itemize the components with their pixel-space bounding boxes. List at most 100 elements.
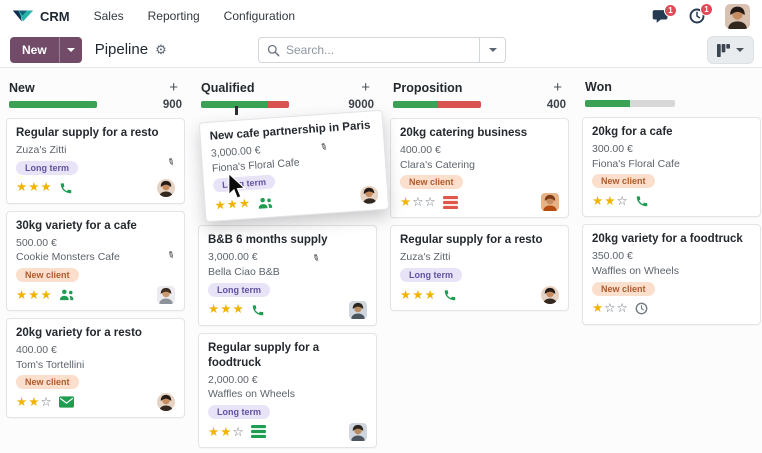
priority-star[interactable]: ★ xyxy=(214,197,227,213)
progress-segment[interactable] xyxy=(585,100,630,107)
phone-icon[interactable] xyxy=(443,288,457,302)
card-title: Regular supply for a resto xyxy=(400,234,543,247)
salesperson-avatar xyxy=(349,422,367,441)
kanban-card[interactable]: Regular supply for a resto Zuza's Zitti Lo… xyxy=(6,118,185,204)
column-progressbar[interactable] xyxy=(393,101,481,108)
card-partner-name: Bella Ciao B&B xyxy=(208,265,280,278)
clock-icon[interactable] xyxy=(635,302,648,315)
card-tags: Long term xyxy=(208,280,367,298)
bars-red-icon[interactable] xyxy=(442,195,458,209)
priority-star[interactable]: ★ xyxy=(400,287,412,302)
column-progressbar[interactable] xyxy=(201,101,289,108)
priority-star[interactable]: ★ xyxy=(28,287,40,302)
priority-star[interactable]: ★ xyxy=(400,195,412,210)
page-title: Pipeline xyxy=(94,41,149,58)
crm-app-logo-icon xyxy=(12,8,34,24)
group-icon[interactable] xyxy=(257,195,274,209)
card-footer: ★ ☆ ☆ xyxy=(592,300,751,318)
nav-menu-reporting[interactable]: Reporting xyxy=(147,9,200,23)
kanban-card[interactable]: Regular supply for a foodtruck 2,000.00 €… xyxy=(198,332,377,448)
priority-star[interactable]: ★ xyxy=(220,302,232,317)
progress-segment[interactable] xyxy=(267,101,289,108)
priority-star[interactable]: ★ xyxy=(592,194,604,209)
priority-star[interactable]: ★ xyxy=(592,301,604,316)
priority-star[interactable]: ★ xyxy=(226,197,239,212)
add-record-button[interactable]: + xyxy=(169,79,178,96)
card-expected-revenue: 3,000.00 € xyxy=(208,251,258,264)
search-filters-dropdown[interactable] xyxy=(479,38,505,62)
priority-star[interactable]: ★ xyxy=(238,196,251,211)
card-expected-revenue: 400.00 € xyxy=(16,343,57,356)
user-avatar[interactable] xyxy=(725,3,750,29)
nav-menu-configuration[interactable]: Configuration xyxy=(223,9,296,23)
phone-icon[interactable] xyxy=(251,303,265,317)
progress-segment[interactable] xyxy=(9,101,97,108)
priority-star[interactable]: ★ xyxy=(208,424,220,439)
column-title: Proposition xyxy=(393,80,463,95)
envelope-icon[interactable] xyxy=(58,396,74,408)
kanban-card[interactable]: 30kg variety for a cafe 500.00 € Cookie Mo… xyxy=(6,210,185,311)
priority-star[interactable]: ★ xyxy=(40,180,52,195)
progress-segment[interactable] xyxy=(630,100,675,107)
progress-segment[interactable] xyxy=(393,101,437,108)
priority-star[interactable]: ★ xyxy=(220,424,232,439)
card-title: B&B 6 months supply xyxy=(208,234,328,247)
kanban-card[interactable]: Regular supply for a resto Zuza's Zitti Lo… xyxy=(390,225,569,311)
priority-star[interactable]: ☆ xyxy=(40,395,52,409)
search-input[interactable] xyxy=(286,43,479,57)
column-title: Won xyxy=(585,80,612,94)
add-record-button[interactable]: + xyxy=(553,79,562,96)
card-title: 20kg for a cafe xyxy=(592,126,673,138)
card-footer: ★ ★ ☆ xyxy=(592,192,751,210)
progress-segment[interactable] xyxy=(201,101,267,108)
kanban-card[interactable]: 20kg variety for a resto 400.00 € Tom's To… xyxy=(6,317,185,419)
card-tag: New client xyxy=(592,174,655,189)
nav-menu-sales[interactable]: Sales xyxy=(93,9,124,23)
priority-star[interactable]: ★ xyxy=(28,395,40,409)
phone-icon[interactable] xyxy=(59,181,73,195)
search-box xyxy=(258,37,506,63)
kanban-card[interactable]: 20kg catering business 400.00 € Clara's Ca… xyxy=(390,118,569,219)
column-progressbar[interactable] xyxy=(585,100,675,107)
priority-star[interactable]: ☆ xyxy=(604,301,616,316)
kanban-card[interactable]: B&B 6 months supply 3,000.00 € Bella Ciao … xyxy=(198,225,377,326)
priority-star[interactable]: ★ xyxy=(40,287,52,302)
priority-star[interactable]: ★ xyxy=(28,180,40,195)
priority-star[interactable]: ☆ xyxy=(412,195,424,210)
phone-icon[interactable] xyxy=(635,194,649,208)
salesperson-avatar xyxy=(541,193,559,212)
card-title: 20kg variety for a resto xyxy=(16,326,142,339)
new-button-dropdown[interactable] xyxy=(58,36,82,63)
priority-star[interactable]: ★ xyxy=(16,180,28,195)
column-expected-revenue: 900 xyxy=(162,98,182,111)
gear-icon[interactable]: ⚙ xyxy=(155,41,167,57)
card-partner-name: Waffles on Wheels xyxy=(208,388,295,401)
bars-icon[interactable] xyxy=(250,425,266,439)
priority-star[interactable]: ☆ xyxy=(616,194,628,209)
messages-button[interactable]: 1 xyxy=(652,3,677,24)
kanban-card[interactable]: New cafe partnership in Paris 3,000.00 € F… xyxy=(198,109,390,223)
group-icon[interactable] xyxy=(59,288,75,301)
priority-star[interactable]: ☆ xyxy=(232,424,244,439)
card-expected-revenue: 400.00 € xyxy=(400,143,441,156)
card-title: Regular supply for a resto xyxy=(16,127,159,139)
kanban-card[interactable]: 20kg for a cafe 300.00 € Fiona's Floral Ca… xyxy=(582,117,761,218)
priority-star[interactable]: ★ xyxy=(412,287,424,302)
card-title: Regular supply for a foodtruck xyxy=(208,341,320,369)
priority-star[interactable]: ★ xyxy=(16,287,28,302)
priority-star[interactable]: ☆ xyxy=(616,301,628,316)
column-progressbar[interactable] xyxy=(9,101,97,108)
progress-segment[interactable] xyxy=(437,101,481,108)
priority-star[interactable]: ★ xyxy=(16,395,28,409)
kanban-card[interactable]: 20kg variety for a foodtruck 350.00 € Waff… xyxy=(582,224,761,325)
priority-star[interactable]: ★ xyxy=(424,287,436,302)
priority-star[interactable]: ★ xyxy=(208,302,220,317)
priority-star[interactable]: ☆ xyxy=(424,195,436,210)
activities-button[interactable]: 1 xyxy=(689,3,713,24)
add-record-button[interactable]: + xyxy=(361,79,370,96)
column-progress-row: 400 xyxy=(390,98,569,111)
view-switcher-button[interactable] xyxy=(707,36,754,64)
new-button[interactable]: New xyxy=(10,36,59,63)
priority-star[interactable]: ★ xyxy=(232,302,244,317)
priority-star[interactable]: ★ xyxy=(604,194,616,209)
